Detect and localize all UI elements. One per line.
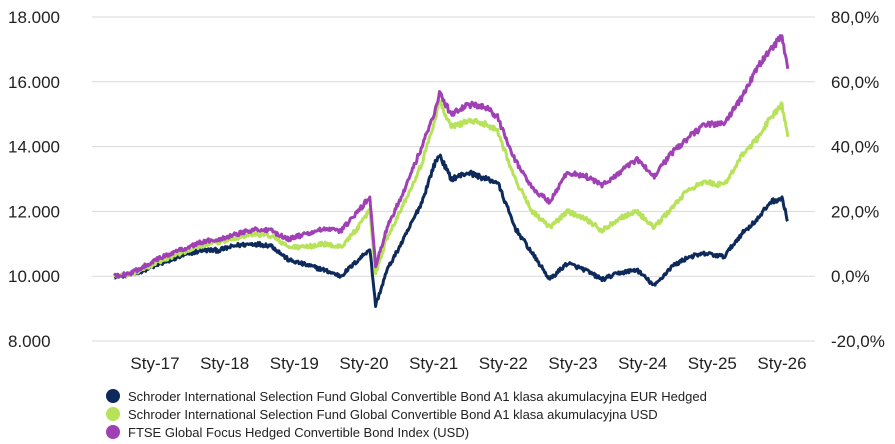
x-tick-label: Sty-26 xyxy=(757,354,806,373)
left-y-tick-label: 14.000 xyxy=(8,138,60,157)
series-lines xyxy=(113,34,790,308)
right-y-tick-label: 20,0% xyxy=(831,202,879,221)
x-tick-label: Sty-17 xyxy=(130,354,179,373)
left-y-tick-label: 18.000 xyxy=(8,8,60,27)
right-y-axis: 80,0% 60,0% 40,0% 20,0% 0,0% -20,0% xyxy=(831,8,885,351)
x-axis: Sty-17 Sty-18 Sty-19 Sty-20 Sty-21 Sty-22 Sty-… xyxy=(130,354,806,373)
legend-label: Schroder International Selection Fund Gl… xyxy=(128,407,658,422)
left-y-tick-label: 8.000 xyxy=(8,332,51,351)
legend-label: Schroder International Selection Fund Gl… xyxy=(128,389,707,404)
x-tick-label: Sty-23 xyxy=(548,354,597,373)
x-tick-label: Sty-25 xyxy=(688,354,737,373)
x-tick-label: Sty-19 xyxy=(270,354,319,373)
right-y-tick-label: 0,0% xyxy=(831,267,870,286)
legend-marker xyxy=(106,425,120,439)
x-tick-label: Sty-22 xyxy=(479,354,528,373)
legend: Schroder International Selection Fund Gl… xyxy=(106,389,707,440)
x-tick-label: Sty-24 xyxy=(618,354,667,373)
legend-marker xyxy=(106,407,120,421)
x-tick-label: Sty-18 xyxy=(200,354,249,373)
right-y-tick-label: -20,0% xyxy=(831,332,885,351)
right-y-tick-label: 60,0% xyxy=(831,73,879,92)
legend-marker xyxy=(106,389,120,403)
series-line-3 xyxy=(113,34,790,279)
left-y-tick-label: 10.000 xyxy=(8,267,60,286)
x-tick-label: Sty-20 xyxy=(339,354,388,373)
right-y-tick-label: 40,0% xyxy=(831,138,879,157)
right-y-tick-label: 80,0% xyxy=(831,8,879,27)
left-y-axis: 18.000 16.000 14.000 12.000 10.000 8.000 xyxy=(8,8,60,351)
series-line-1 xyxy=(113,153,789,308)
gridlines xyxy=(92,16,815,342)
legend-label: FTSE Global Focus Hedged Convertible Bon… xyxy=(128,425,469,440)
left-y-tick-label: 12.000 xyxy=(8,202,60,221)
x-tick-label: Sty-21 xyxy=(409,354,458,373)
left-y-tick-label: 16.000 xyxy=(8,73,60,92)
